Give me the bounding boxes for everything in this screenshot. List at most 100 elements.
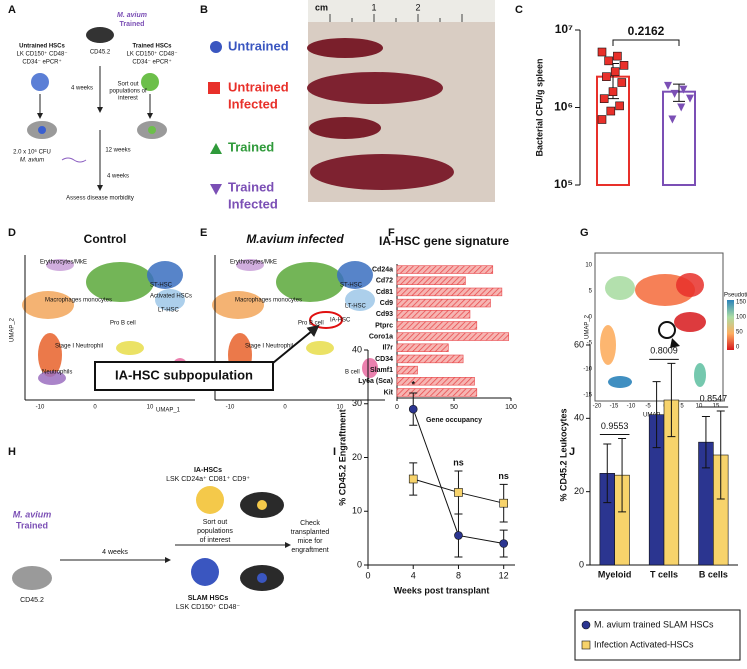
y-tick-label: 60 [574, 339, 584, 349]
ruler-label: 2 [415, 2, 420, 12]
annotation: Trained [16, 520, 48, 530]
label: 0 [283, 405, 287, 411]
point [581, 620, 591, 630]
ruler-label: 1 [371, 2, 376, 12]
legend-label: M. avium trained SLAM HSCs [594, 619, 714, 629]
cluster-label: Pro B cell [298, 321, 324, 327]
chart-title: IA-HSC gene signature [379, 234, 509, 248]
y-tick-label: Cd93 [376, 311, 393, 318]
axis-label: UMAP_2 [10, 317, 16, 342]
y-tick-label: 10 [352, 506, 362, 516]
label: 4 weeks [107, 174, 129, 180]
point [670, 89, 679, 98]
point [454, 488, 463, 497]
x-tick-label: 12 [499, 570, 509, 580]
label: 10 [337, 405, 344, 411]
label: -5 [587, 341, 593, 347]
label: LSK CD24a⁺ CD81⁺ CD9⁺ [166, 476, 250, 483]
error-bar [667, 362, 676, 438]
y-tick-label: Cd24a [372, 266, 393, 273]
annotation: 0.8547 [700, 393, 728, 403]
panel-title: Control [84, 232, 127, 246]
label: 2.0 x 10⁶ CFU [13, 149, 51, 156]
label: 12 weeks [105, 148, 130, 154]
cluster-label: ST-HSC [150, 283, 173, 289]
label: CD34⁻ ePCR⁺ [132, 59, 171, 66]
annotation: 0.8009 [650, 346, 678, 356]
point [610, 67, 620, 76]
bar [396, 287, 503, 297]
cluster-label: Neutrophils [42, 370, 72, 376]
panel-label: I [333, 446, 336, 458]
y-tick-label: Cd81 [376, 289, 393, 296]
y-tick-label: 10⁷ [555, 22, 573, 36]
y-tick-label: Il7r [382, 345, 393, 352]
label: of interest [200, 537, 231, 544]
cluster-label: Stage I Neutrophil [245, 344, 293, 350]
decorations [12, 0, 741, 661]
legend-label: Infected [228, 96, 278, 111]
error-bar [673, 83, 685, 102]
y-tick-label: 20 [352, 452, 362, 462]
cluster-label: Macrophages monocytes [45, 298, 112, 304]
y-tick-label: 0 [357, 559, 362, 569]
label: 100 [736, 315, 747, 321]
bar [396, 365, 418, 375]
point [408, 404, 418, 414]
label: Pseudotime [724, 293, 747, 299]
x-axis-label: Weeks post transplant [394, 585, 490, 595]
label: -20 [593, 404, 602, 410]
y-tick-label: 20 [574, 486, 584, 496]
point [602, 72, 611, 81]
panel-label: J [569, 446, 575, 458]
x-axis-label: Gene occupancy [426, 417, 482, 424]
cluster-label: Macrophages monocytes [235, 298, 302, 304]
point [686, 94, 694, 103]
x-tick-label: B cells [699, 569, 728, 579]
label: interest [118, 96, 138, 102]
bar [396, 332, 510, 341]
legend-label: Untrained [228, 79, 289, 94]
y-tick-label: 10⁵ [554, 177, 573, 191]
x-tick-label: 0 [395, 404, 399, 411]
label: 10 [147, 405, 154, 411]
y-tick-label: Cd9 [380, 300, 393, 307]
panel-label: F [388, 227, 395, 239]
label: Untrained HSCs [19, 44, 65, 50]
label: LK CD150⁺ CD48⁻ [126, 51, 177, 58]
legend-label: Infection Activated-HSCs [594, 639, 694, 649]
point [668, 115, 677, 124]
annotation: M. avium [13, 509, 52, 519]
label: -10 [583, 367, 592, 373]
panel-label: G [580, 227, 589, 239]
panel-title: M.avium infected [246, 232, 344, 246]
label: -15 [583, 393, 592, 399]
bar [396, 276, 466, 285]
y-tick-label: 10⁶ [554, 100, 573, 114]
point [619, 61, 629, 70]
callout: IA-HSC subpopulation [115, 367, 253, 382]
annotation: 0.2162 [628, 24, 665, 38]
panel-label: H [8, 446, 16, 458]
y-tick-label: 40 [352, 344, 362, 354]
label: engraftment [291, 547, 328, 554]
label: IA-HSCs [194, 467, 222, 474]
label: CD45.2 [90, 50, 111, 56]
cluster-label: ST-HSC [340, 283, 363, 289]
label: mice for [298, 538, 324, 545]
annotation: ns [498, 471, 509, 481]
bracket [612, 39, 680, 46]
label: 5 [680, 404, 684, 410]
label: 4 weeks [71, 86, 93, 92]
y-tick-label: CD34 [375, 356, 393, 363]
y-axis-label: % CD45.2 Leukocytes [558, 408, 568, 501]
legend-label: Trained [228, 139, 274, 154]
point [615, 101, 624, 111]
label: transplanted [291, 529, 330, 536]
x-tick-label: 8 [456, 570, 461, 580]
cluster-label: Erythrocytes/MkE [230, 260, 277, 266]
label: -10 [627, 404, 636, 410]
y-axis-label: Bacterial CFU/g spleen [534, 58, 544, 156]
error-bar [652, 381, 661, 449]
y-tick-label: 30 [352, 398, 362, 408]
